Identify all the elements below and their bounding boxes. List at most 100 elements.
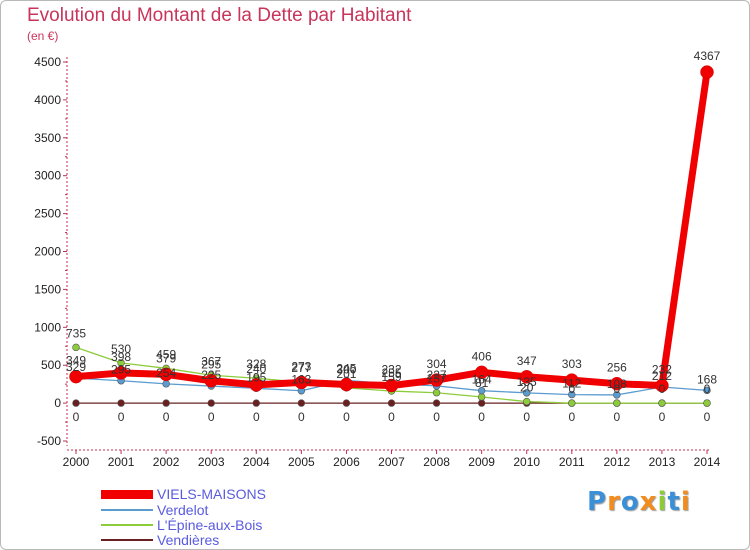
data-label: 240: [246, 362, 266, 376]
data-point: [523, 397, 531, 406]
data-point: [432, 389, 441, 397]
data-label: 168: [697, 372, 717, 386]
data-label: 255: [381, 366, 401, 380]
data-label: 0: [343, 410, 350, 424]
data-point: [658, 399, 666, 407]
data-label: 0: [388, 410, 395, 424]
data-label: 4367: [694, 49, 721, 63]
data-label: 227: [427, 368, 447, 382]
x-tick-label: 2007: [378, 455, 405, 469]
y-tick-label: 1000: [34, 320, 61, 334]
legend-swatch: [101, 489, 153, 499]
data-point: [72, 399, 80, 407]
x-tick-label: 2003: [198, 455, 225, 469]
data-point: [703, 386, 711, 395]
y-tick-label: 4000: [34, 93, 61, 107]
y-tick-label: 2000: [34, 245, 61, 259]
logo-letter: P: [587, 487, 608, 517]
data-point: [294, 375, 309, 390]
data-point: [610, 376, 624, 391]
data-label: 329: [66, 360, 86, 374]
legend-swatch: [101, 509, 153, 511]
logo-letter: i: [680, 487, 691, 517]
x-tick-label: 2008: [423, 455, 450, 469]
legend-label: Vendières: [157, 532, 220, 548]
data-point: [568, 390, 576, 399]
data-label: 201: [336, 367, 356, 381]
logo-letter: r: [607, 487, 621, 517]
data-point: [207, 399, 215, 407]
y-tick-label: 500: [41, 358, 61, 372]
y-tick-label: 2500: [34, 207, 61, 221]
data-point: [159, 367, 173, 382]
data-label: 406: [472, 349, 492, 363]
data-label: 232: [381, 363, 401, 377]
data-label: 0: [614, 410, 621, 424]
data-point: [474, 365, 489, 380]
chart-title: Evolution du Montant de la Dette par Hab…: [27, 5, 412, 26]
data-point: [117, 399, 125, 407]
data-label: 0: [523, 410, 530, 424]
x-tick-label: 2012: [604, 455, 631, 469]
data-point: [204, 373, 218, 388]
data-point: [339, 377, 354, 392]
data-label: 347: [517, 354, 537, 368]
data-label: 303: [562, 357, 582, 371]
data-point: [613, 399, 621, 407]
data-point: [114, 366, 128, 380]
data-point: [477, 386, 486, 395]
series-line-viels-maisons: [72, 68, 711, 390]
data-label: 0: [253, 410, 260, 424]
x-tick-label: 2000: [63, 455, 90, 469]
data-point: [162, 380, 170, 388]
legend-item-viels-maisons: VIELS-MAISONS: [101, 486, 266, 502]
legend-item-vendieres: Vendières: [101, 532, 219, 548]
y-tick-label: -500: [37, 434, 61, 448]
data-label: 137: [427, 372, 447, 386]
data-point: [249, 378, 264, 392]
data-label: 300: [336, 362, 356, 376]
x-tick-label: 2014: [694, 455, 721, 469]
data-point: [700, 65, 714, 79]
y-tick-label: 4500: [34, 55, 61, 69]
x-tick-label: 2011: [559, 455, 585, 469]
data-label: 277: [291, 361, 311, 375]
data-label: 164: [472, 373, 492, 387]
data-label: 735: [66, 326, 86, 340]
data-point: [384, 378, 399, 393]
x-tick-label: 2009: [468, 455, 495, 469]
data-point: [477, 393, 486, 401]
data-label: 0: [659, 382, 666, 396]
data-point: [72, 343, 80, 352]
data-label: 459: [156, 347, 176, 361]
data-label: 0: [298, 410, 305, 424]
y-tick-label: 1500: [34, 282, 61, 296]
data-point: [703, 399, 711, 407]
data-label: 81: [475, 376, 489, 390]
x-tick-label: 2004: [243, 455, 270, 469]
logo-letter: t: [667, 487, 681, 517]
data-point: [252, 399, 260, 407]
data-label: 108: [607, 377, 627, 391]
legend-item-verdelot: Verdelot: [101, 502, 208, 518]
x-tick-label: 2006: [333, 455, 360, 469]
data-label: 245: [336, 362, 356, 376]
data-point: [162, 399, 170, 407]
data-point: [477, 399, 486, 407]
x-tick-label: 2002: [153, 455, 180, 469]
y-tick-label: 0: [54, 396, 61, 410]
data-label: 254: [156, 366, 176, 380]
y-tick-label: 3000: [34, 169, 61, 183]
data-label: 273: [291, 359, 311, 373]
data-label: 159: [381, 370, 401, 384]
logo-letter: o: [620, 487, 640, 517]
data-label: 212: [652, 369, 672, 383]
data-label: 20: [520, 381, 534, 395]
legend-label: Verdelot: [157, 502, 209, 518]
data-point: [568, 399, 576, 407]
data-point: [565, 373, 579, 387]
data-label: 295: [111, 363, 131, 377]
data-label: 0: [614, 382, 621, 396]
data-label: 295: [201, 358, 221, 372]
